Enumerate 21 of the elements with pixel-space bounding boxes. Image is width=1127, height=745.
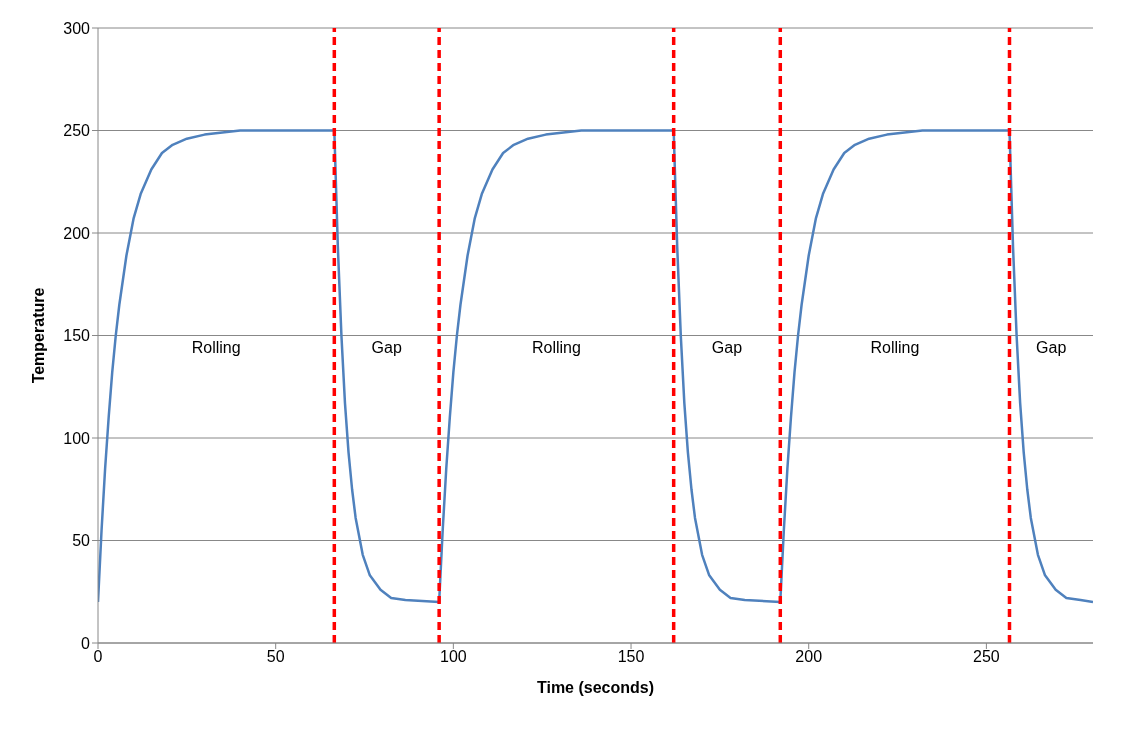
annotation: Rolling <box>531 339 581 357</box>
y-tick-label: 100 <box>63 429 91 447</box>
x-axis-title: Time (seconds) <box>536 679 655 696</box>
y-tick-label: 200 <box>63 224 91 242</box>
x-tick-label: 100 <box>440 648 467 666</box>
annotation: Gap <box>371 339 402 357</box>
x-tick-label: 200 <box>795 648 823 666</box>
annotation: Rolling <box>191 339 241 357</box>
y-tick-label: 150 <box>63 327 91 345</box>
y-tick-label: 250 <box>63 122 91 140</box>
x-tick-label: 50 <box>266 648 285 666</box>
y-tick-label: 300 <box>63 19 91 37</box>
x-tick-label: 0 <box>93 648 103 666</box>
annotation: Gap <box>711 339 743 357</box>
x-tick-label: 150 <box>617 648 645 666</box>
y-tick-label: 0 <box>81 634 91 652</box>
annotation: Gap <box>1036 339 1067 357</box>
x-tick-label: 250 <box>973 648 1000 666</box>
annotation: Rolling <box>870 339 920 357</box>
y-tick-label: 50 <box>72 532 91 550</box>
y-axis-title: Temperature <box>29 287 47 384</box>
